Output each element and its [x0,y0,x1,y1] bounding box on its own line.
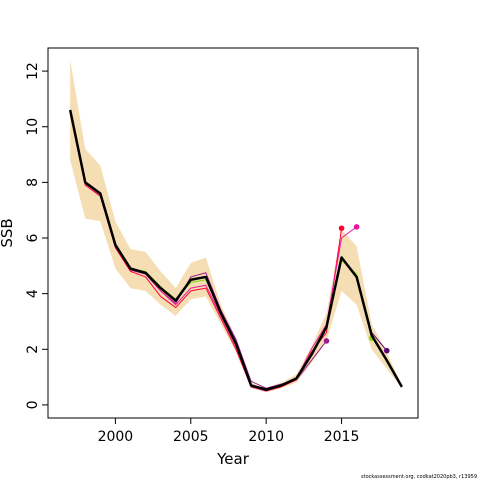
x-tick-label: 2010 [248,429,284,445]
end-point [323,338,330,344]
plot-frame [47,47,419,419]
x-axis-label: Year [216,450,250,468]
x-tick-label: 2015 [324,429,360,445]
x-tick-label: 2000 [98,429,134,445]
end-point [353,224,360,230]
y-tick-label: 6 [25,233,41,242]
end-point [338,225,345,232]
main-line [68,109,403,391]
y-tick-label: 12 [25,62,41,80]
y-tick-label: 2 [25,345,41,354]
end-point [383,347,390,354]
y-tick-label: 4 [25,289,41,298]
y-tick-label: 0 [25,400,41,409]
y-axis-label: SSB [0,218,16,247]
footnote: stockassessment.org, codkat2020pb3, r139… [361,474,477,480]
retro-line [69,112,343,392]
y-tick-label: 10 [25,118,41,136]
y-tick-label: 8 [25,178,41,187]
x-tick-label: 2005 [173,429,209,445]
retro-line [69,111,327,389]
